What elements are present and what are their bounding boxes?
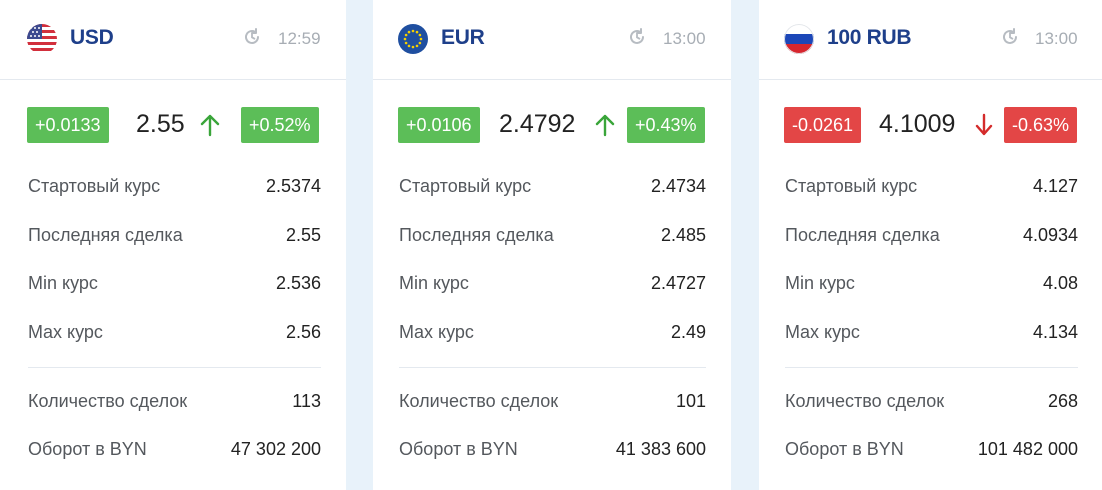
currency-code: 100 RUB [827, 26, 912, 49]
stat-value: 2.56 [285, 322, 321, 342]
stat-row-deal-count: Количество сделок 113 [0, 391, 346, 415]
refresh-clock-icon[interactable] [1000, 27, 1020, 47]
stat-label: Min курс [399, 273, 469, 293]
divider [399, 367, 706, 368]
change-percent-badge: +0.52% [241, 107, 319, 143]
arrow-up-icon [200, 114, 220, 137]
change-absolute-badge: +0.0133 [27, 107, 109, 143]
card-header: USD 12:59 [0, 0, 346, 80]
update-time: 13:00 [1035, 29, 1078, 48]
divider [785, 367, 1078, 368]
stat-row-deal-count: Количество сделок 101 [373, 391, 731, 415]
stat-label: Оборот в BYN [399, 439, 518, 459]
stat-value: 2.55 [285, 225, 321, 245]
change-absolute-badge: -0.0261 [784, 107, 862, 143]
stat-label: Последняя сделка [785, 225, 940, 245]
stat-row-min-rate: Min курс 2.4727 [373, 273, 731, 297]
stat-row-last-deal: Последняя сделка 2.485 [373, 225, 731, 249]
refresh-clock-icon[interactable] [242, 27, 262, 47]
currency-card-usd: USD 12:59 +0.0133 2.55 +0.52% Стартовый … [0, 0, 346, 490]
quote-row: -0.0261 4.1009 -0.63% [759, 107, 1102, 143]
stat-value: 2.485 [660, 225, 706, 245]
arrow-down-icon [975, 113, 993, 136]
stat-label: Количество сделок [28, 391, 188, 411]
stat-label: Max курс [785, 322, 860, 342]
change-percent-badge: -0.63% [1004, 107, 1078, 143]
card-header: EUR 13:00 [373, 0, 731, 80]
current-price: 2.4792 [499, 110, 576, 138]
stat-value: 2.5374 [265, 176, 321, 196]
stat-row-start-rate: Стартовый курс 2.5374 [0, 176, 346, 200]
stat-value: 113 [292, 391, 321, 411]
stat-value: 2.4734 [650, 176, 706, 196]
stat-label: Последняя сделка [28, 225, 183, 245]
stat-row-min-rate: Min курс 2.536 [0, 273, 346, 297]
stat-row-max-rate: Max курс 2.49 [373, 322, 731, 346]
stat-value: 101 482 000 [977, 439, 1078, 459]
stat-label: Max курс [28, 322, 103, 342]
stat-label: Min курс [28, 273, 98, 293]
current-price: 2.55 [136, 110, 185, 138]
stat-value: 2.4727 [650, 273, 706, 293]
stat-label: Количество сделок [399, 391, 559, 411]
stat-label: Стартовый курс [28, 176, 161, 196]
stat-label: Последняя сделка [399, 225, 554, 245]
quote-row: +0.0106 2.4792 +0.43% [373, 107, 731, 143]
stat-value: 2.536 [275, 273, 321, 293]
stat-row-max-rate: Max курс 2.56 [0, 322, 346, 346]
arrow-up-icon [595, 114, 615, 137]
currency-card-eur: EUR 13:00 +0.0106 2.4792 +0.43% Стартовы… [373, 0, 731, 490]
stat-label: Оборот в BYN [785, 439, 904, 459]
refresh-clock-icon[interactable] [627, 27, 647, 47]
currency-card-rub: 100 RUB 13:00 -0.0261 4.1009 -0.63% Стар… [759, 0, 1102, 490]
stat-value: 4.0934 [1022, 225, 1078, 245]
change-percent-badge: +0.43% [627, 107, 705, 143]
ru-flag-icon [784, 24, 814, 54]
current-price: 4.1009 [879, 110, 956, 138]
stat-row-turnover: Оборот в BYN 41 383 600 [373, 439, 731, 463]
stat-row-start-rate: Стартовый курс 4.127 [759, 176, 1102, 200]
stat-row-last-deal: Последняя сделка 2.55 [0, 225, 346, 249]
stat-label: Max курс [399, 322, 474, 342]
stat-row-deal-count: Количество сделок 268 [759, 391, 1102, 415]
stat-value: 2.49 [670, 322, 706, 342]
stat-value: 4.127 [1032, 176, 1078, 196]
stat-value: 268 [1047, 391, 1078, 411]
stat-row-last-deal: Последняя сделка 4.0934 [759, 225, 1102, 249]
quote-row: +0.0133 2.55 +0.52% [0, 107, 346, 143]
currency-code: USD [70, 26, 114, 49]
stat-row-min-rate: Min курс 4.08 [759, 273, 1102, 297]
stat-label: Min курс [785, 273, 855, 293]
stat-value: 101 [675, 391, 706, 411]
stat-label: Количество сделок [785, 391, 945, 411]
change-absolute-badge: +0.0106 [398, 107, 480, 143]
stat-value: 4.134 [1032, 322, 1078, 342]
currency-code: EUR [441, 26, 485, 49]
eu-flag-icon [398, 24, 428, 54]
stat-row-start-rate: Стартовый курс 2.4734 [373, 176, 731, 200]
stat-value: 4.08 [1042, 273, 1078, 293]
update-time: 13:00 [663, 29, 706, 48]
update-time: 12:59 [278, 29, 321, 48]
stat-label: Оборот в BYN [28, 439, 147, 459]
divider [28, 367, 321, 368]
us-flag-icon [27, 24, 57, 54]
stat-label: Стартовый курс [399, 176, 532, 196]
stat-value: 41 383 600 [615, 439, 706, 459]
stat-row-max-rate: Max курс 4.134 [759, 322, 1102, 346]
stat-row-turnover: Оборот в BYN 47 302 200 [0, 439, 346, 463]
stat-value: 47 302 200 [230, 439, 321, 459]
card-header: 100 RUB 13:00 [759, 0, 1102, 80]
stat-row-turnover: Оборот в BYN 101 482 000 [759, 439, 1102, 463]
stat-label: Стартовый курс [785, 176, 918, 196]
